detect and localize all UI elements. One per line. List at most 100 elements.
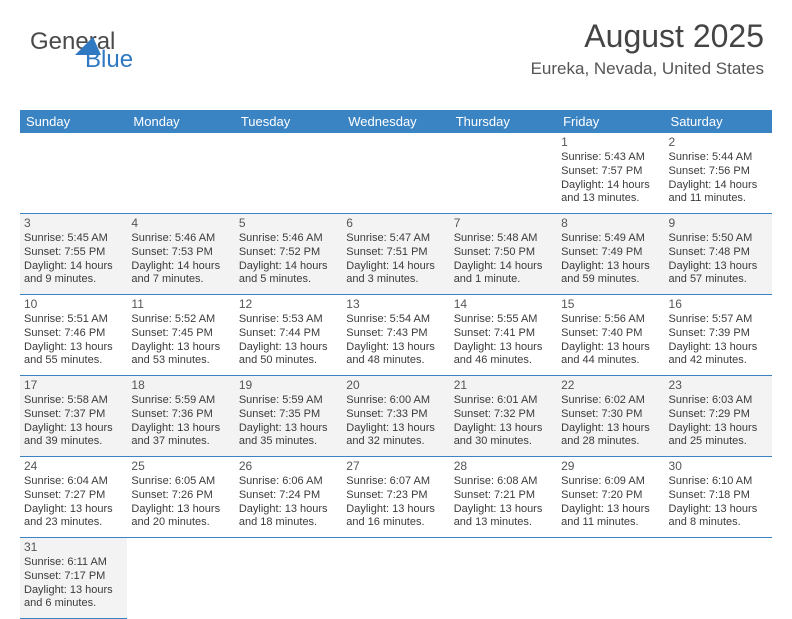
sunrise-text: Sunrise: 5:50 AM: [669, 232, 768, 246]
calendar-cell: 3Sunrise: 5:45 AMSunset: 7:55 PMDaylight…: [20, 214, 127, 295]
sunrise-text: Sunrise: 5:57 AM: [669, 313, 768, 327]
day-number: 17: [24, 378, 123, 393]
calendar-cell: 13Sunrise: 5:54 AMSunset: 7:43 PMDayligh…: [342, 295, 449, 376]
sunset-text: Sunset: 7:48 PM: [669, 246, 768, 260]
calendar-cell: 11Sunrise: 5:52 AMSunset: 7:45 PMDayligh…: [127, 295, 234, 376]
sunset-text: Sunset: 7:55 PM: [24, 246, 123, 260]
calendar-cell: 10Sunrise: 5:51 AMSunset: 7:46 PMDayligh…: [20, 295, 127, 376]
sunrise-text: Sunrise: 5:46 AM: [131, 232, 230, 246]
calendar-cell: [235, 538, 342, 619]
weekday-header: Tuesday: [235, 110, 342, 133]
sunrise-text: Sunrise: 5:53 AM: [239, 313, 338, 327]
calendar-cell: [450, 133, 557, 214]
calendar-cell: 7Sunrise: 5:48 AMSunset: 7:50 PMDaylight…: [450, 214, 557, 295]
calendar-cell: [342, 133, 449, 214]
sunset-text: Sunset: 7:27 PM: [24, 489, 123, 503]
daylight-text: Daylight: 13 hours and 11 minutes.: [561, 503, 660, 531]
calendar-body: 1Sunrise: 5:43 AMSunset: 7:57 PM Daylight…: [20, 133, 772, 619]
day-number: 5: [239, 216, 338, 231]
day-number: 10: [24, 297, 123, 312]
sunset-text: Sunset: 7:26 PM: [131, 489, 230, 503]
daylight-text: Daylight: 13 hours and 44 minutes.: [561, 341, 660, 369]
sunrise-text: Sunrise: 6:08 AM: [454, 475, 553, 489]
calendar-table: SundayMondayTuesdayWednesdayThursdayFrid…: [20, 110, 772, 619]
sunset-text: Sunset: 7:51 PM: [346, 246, 445, 260]
sunset-text: Sunset: 7:56 PM: [669, 165, 768, 179]
sunset-text: Sunset: 7:20 PM: [561, 489, 660, 503]
calendar-row: 24Sunrise: 6:04 AMSunset: 7:27 PMDayligh…: [20, 457, 772, 538]
page-subtitle: Eureka, Nevada, United States: [531, 59, 764, 79]
sunset-text: Sunset: 7:37 PM: [24, 408, 123, 422]
day-number: 19: [239, 378, 338, 393]
daylight-text: Daylight: 13 hours and 42 minutes.: [669, 341, 768, 369]
calendar-cell: 5Sunrise: 5:46 AMSunset: 7:52 PMDaylight…: [235, 214, 342, 295]
sunset-text: Sunset: 7:35 PM: [239, 408, 338, 422]
daylight-text: Daylight: 13 hours and 25 minutes.: [669, 422, 768, 450]
sunrise-text: Sunrise: 5:55 AM: [454, 313, 553, 327]
sunrise-text: Sunrise: 5:45 AM: [24, 232, 123, 246]
day-number: 27: [346, 459, 445, 474]
daylight-text: Daylight: 13 hours and 13 minutes.: [454, 503, 553, 531]
sunrise-text: Sunrise: 5:52 AM: [131, 313, 230, 327]
day-number: 30: [669, 459, 768, 474]
day-number: 29: [561, 459, 660, 474]
weekday-header: Wednesday: [342, 110, 449, 133]
daylight-text: Daylight: 13 hours and 20 minutes.: [131, 503, 230, 531]
calendar-cell: 21Sunrise: 6:01 AMSunset: 7:32 PMDayligh…: [450, 376, 557, 457]
sunrise-text: Sunrise: 6:02 AM: [561, 394, 660, 408]
brand-logo: General Blue: [30, 28, 101, 74]
calendar-cell: 31Sunrise: 6:11 AMSunset: 7:17 PMDayligh…: [20, 538, 127, 619]
sunrise-text: Sunrise: 5:43 AM: [561, 151, 660, 165]
sunset-text: Sunset: 7:44 PM: [239, 327, 338, 341]
sunrise-text: Sunrise: 6:04 AM: [24, 475, 123, 489]
calendar-cell: 24Sunrise: 6:04 AMSunset: 7:27 PMDayligh…: [20, 457, 127, 538]
weekday-header: Sunday: [20, 110, 127, 133]
day-number: 8: [561, 216, 660, 231]
calendar-cell: [127, 133, 234, 214]
sunset-text: Sunset: 7:57 PM: [561, 165, 660, 179]
calendar-cell: 28Sunrise: 6:08 AMSunset: 7:21 PMDayligh…: [450, 457, 557, 538]
daylight-text: Daylight: 13 hours and 30 minutes.: [454, 422, 553, 450]
sunset-text: Sunset: 7:33 PM: [346, 408, 445, 422]
sunrise-text: Sunrise: 6:01 AM: [454, 394, 553, 408]
sunrise-text: Sunrise: 5:54 AM: [346, 313, 445, 327]
sunrise-text: Sunrise: 6:03 AM: [669, 394, 768, 408]
day-number: 2: [669, 135, 768, 150]
sunrise-text: Sunrise: 6:00 AM: [346, 394, 445, 408]
calendar-row: 3Sunrise: 5:45 AMSunset: 7:55 PMDaylight…: [20, 214, 772, 295]
daylight-text: Daylight: 13 hours and 18 minutes.: [239, 503, 338, 531]
calendar-cell: 6Sunrise: 5:47 AMSunset: 7:51 PMDaylight…: [342, 214, 449, 295]
daylight-text: Daylight: 13 hours and 55 minutes.: [24, 341, 123, 369]
day-number: 15: [561, 297, 660, 312]
day-number: 16: [669, 297, 768, 312]
sunrise-text: Sunrise: 5:51 AM: [24, 313, 123, 327]
sunrise-text: Sunrise: 6:05 AM: [131, 475, 230, 489]
daylight-text: Daylight: 13 hours and 35 minutes.: [239, 422, 338, 450]
daylight-text: Daylight: 13 hours and 32 minutes.: [346, 422, 445, 450]
sunset-text: Sunset: 7:29 PM: [669, 408, 768, 422]
daylight-text: Daylight: 13 hours and 39 minutes.: [24, 422, 123, 450]
daylight-text: Daylight: 14 hours and 11 minutes.: [669, 179, 768, 207]
calendar-cell: 17Sunrise: 5:58 AMSunset: 7:37 PMDayligh…: [20, 376, 127, 457]
sunset-text: Sunset: 7:32 PM: [454, 408, 553, 422]
sunset-text: Sunset: 7:45 PM: [131, 327, 230, 341]
calendar-cell: 30Sunrise: 6:10 AMSunset: 7:18 PMDayligh…: [665, 457, 772, 538]
calendar-cell: 25Sunrise: 6:05 AMSunset: 7:26 PMDayligh…: [127, 457, 234, 538]
calendar-cell: 12Sunrise: 5:53 AMSunset: 7:44 PMDayligh…: [235, 295, 342, 376]
day-number: 14: [454, 297, 553, 312]
sunset-text: Sunset: 7:53 PM: [131, 246, 230, 260]
daylight-text: Daylight: 13 hours and 50 minutes.: [239, 341, 338, 369]
calendar-row: 17Sunrise: 5:58 AMSunset: 7:37 PMDayligh…: [20, 376, 772, 457]
sail-icon: [75, 34, 101, 52]
sunrise-text: Sunrise: 5:58 AM: [24, 394, 123, 408]
weekday-header: Monday: [127, 110, 234, 133]
sunset-text: Sunset: 7:41 PM: [454, 327, 553, 341]
sunset-text: Sunset: 7:52 PM: [239, 246, 338, 260]
day-number: 1: [561, 135, 660, 150]
sunset-text: Sunset: 7:49 PM: [561, 246, 660, 260]
weekday-header: Thursday: [450, 110, 557, 133]
daylight-text: Daylight: 13 hours and 46 minutes.: [454, 341, 553, 369]
calendar-cell: 9Sunrise: 5:50 AMSunset: 7:48 PMDaylight…: [665, 214, 772, 295]
day-number: 9: [669, 216, 768, 231]
sunrise-text: Sunrise: 5:49 AM: [561, 232, 660, 246]
